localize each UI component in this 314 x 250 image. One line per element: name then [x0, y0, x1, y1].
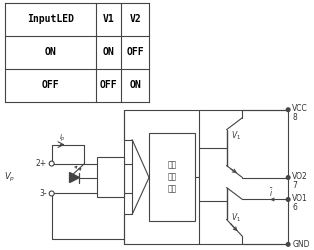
Circle shape	[49, 161, 54, 166]
Text: V1: V1	[103, 14, 115, 24]
Text: VO1: VO1	[292, 194, 308, 203]
Text: $i_p$: $i_p$	[59, 133, 66, 144]
Text: InputLED: InputLED	[27, 14, 74, 24]
Text: GND: GND	[292, 240, 310, 249]
Polygon shape	[70, 172, 79, 182]
Text: ON: ON	[129, 80, 141, 90]
Circle shape	[286, 242, 290, 246]
Text: ON: ON	[103, 47, 115, 57]
Text: VCC: VCC	[292, 104, 308, 113]
Text: 8: 8	[292, 113, 297, 122]
Text: ON: ON	[45, 47, 57, 57]
Text: $V_p$: $V_p$	[4, 171, 15, 184]
Text: $V_1$: $V_1$	[230, 211, 241, 224]
Text: V2: V2	[129, 14, 141, 24]
Text: OFF: OFF	[100, 80, 118, 90]
Text: 2+: 2+	[35, 159, 47, 168]
Circle shape	[49, 191, 54, 196]
Text: VO2: VO2	[292, 172, 308, 181]
Text: 3-: 3-	[39, 189, 47, 198]
Text: 7: 7	[292, 181, 297, 190]
Text: 中间
放大
电路: 中间 放大 电路	[167, 161, 176, 193]
Text: OFF: OFF	[42, 80, 59, 90]
Bar	[149, 133, 195, 222]
Text: 6: 6	[292, 203, 297, 212]
Polygon shape	[132, 140, 149, 214]
Text: OFF: OFF	[126, 47, 144, 57]
Text: $\bar{i}$: $\bar{i}$	[269, 186, 273, 199]
Circle shape	[286, 108, 290, 112]
Circle shape	[286, 198, 290, 201]
Bar	[97, 156, 124, 198]
Circle shape	[286, 176, 290, 179]
Text: $V_1$: $V_1$	[230, 130, 241, 142]
